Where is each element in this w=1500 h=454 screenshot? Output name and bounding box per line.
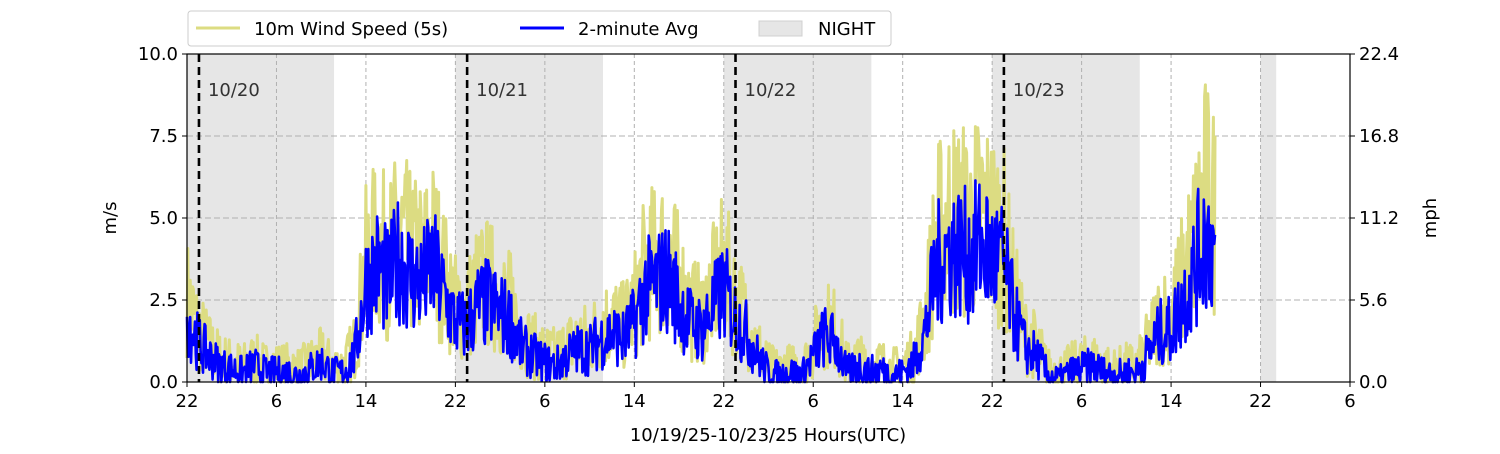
- x-axis-label: 10/19/25-10/23/25 Hours(UTC): [630, 425, 906, 446]
- x-tick-label: 14: [1160, 391, 1183, 412]
- day-label: 10/22: [745, 80, 797, 101]
- y-tick-label: 5.0: [149, 208, 178, 229]
- y-tick-label: 10.0: [138, 44, 178, 65]
- x-tick-label: 14: [891, 391, 914, 412]
- y-tick-label: 2.5: [149, 290, 178, 311]
- day-label: 10/20: [208, 80, 260, 101]
- day-label: 10/23: [1013, 80, 1065, 101]
- x-tick-label: 22: [1249, 391, 1272, 412]
- y2-axis-label: mph: [1420, 198, 1441, 238]
- x-tick-label: 22: [176, 391, 199, 412]
- x-tick-label: 22: [981, 391, 1004, 412]
- axis-ticks: 22 6 14 22 6 14 22 6 14 22 6 14 22 60.0 0.02.5 5.65.0 11…: [138, 44, 1399, 412]
- y2-tick-label: 16.8: [1359, 126, 1399, 147]
- x-tick-label: 14: [623, 391, 646, 412]
- x-tick-label: 6: [808, 391, 819, 412]
- day-label: 10/21: [476, 80, 528, 101]
- x-tick-label: 22: [712, 391, 735, 412]
- y-tick-label: 7.5: [149, 126, 178, 147]
- legend-label-5s: 10m Wind Speed (5s): [254, 19, 448, 40]
- x-tick-label: 6: [539, 391, 550, 412]
- x-tick-label: 6: [271, 391, 282, 412]
- legend: 10m Wind Speed (5s) 2-minute Avg NIGHT: [187, 10, 892, 47]
- y-axis-label: m/s: [100, 202, 121, 235]
- y2-tick-label: 11.2: [1359, 208, 1399, 229]
- x-tick-label: 14: [354, 391, 377, 412]
- series-2min-avg: [185, 179, 1217, 384]
- series-5s-wind-speed: [185, 83, 1217, 384]
- y2-tick-label: 5.6: [1359, 290, 1388, 311]
- series-layer: [185, 83, 1217, 384]
- day-markers: 10/20 10/21 10/22 10/23: [197, 54, 1065, 382]
- legend-label-avg: 2-minute Avg: [578, 19, 699, 40]
- y-tick-label: 0.0: [149, 372, 178, 393]
- x-tick-label: 6: [1344, 391, 1355, 412]
- x-tick-label: 22: [444, 391, 467, 412]
- legend-swatch-night: [758, 20, 803, 37]
- y2-tick-label: 0.0: [1359, 372, 1388, 393]
- x-tick-label: 6: [1076, 391, 1087, 412]
- legend-label-night: NIGHT: [818, 19, 876, 40]
- y2-tick-label: 22.4: [1359, 44, 1399, 65]
